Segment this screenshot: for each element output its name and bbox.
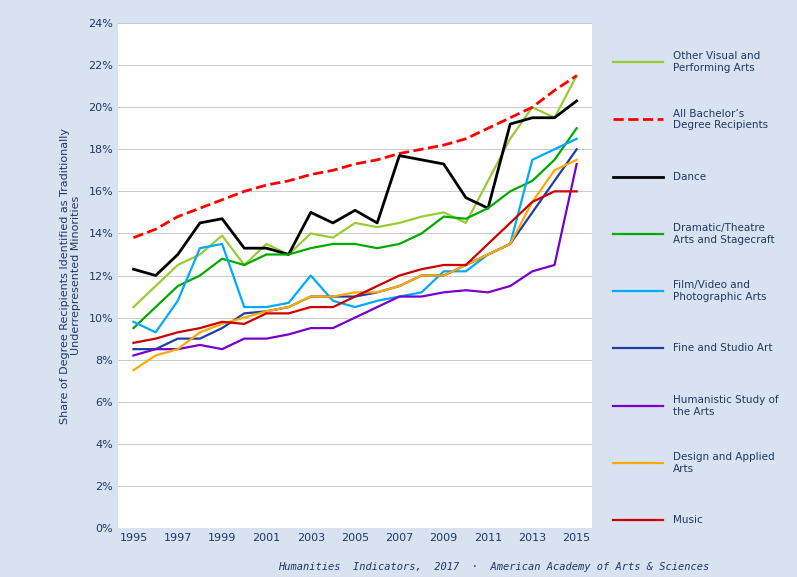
Text: Film/Video and
Photographic Arts: Film/Video and Photographic Arts	[673, 280, 766, 302]
Text: Dramatic/Theatre
Arts and Stagecraft: Dramatic/Theatre Arts and Stagecraft	[673, 223, 774, 245]
Text: Humanistic Study of
the Arts: Humanistic Study of the Arts	[673, 395, 778, 417]
Text: Design and Applied
Arts: Design and Applied Arts	[673, 452, 774, 474]
Text: All Bachelor’s
Degree Recipients: All Bachelor’s Degree Recipients	[673, 108, 768, 130]
Text: Fine and Studio Art: Fine and Studio Art	[673, 343, 772, 354]
Text: Music: Music	[673, 515, 702, 525]
Text: Other Visual and
Performing Arts: Other Visual and Performing Arts	[673, 51, 760, 73]
Text: Humanities  Indicators,  2017  ·  American Academy of Arts & Sciences: Humanities Indicators, 2017 · American A…	[278, 562, 710, 572]
Text: Dance: Dance	[673, 172, 705, 182]
Y-axis label: Share of Degree Recipients Identified as Traditionally
Underrepresented Minoriti: Share of Degree Recipients Identified as…	[60, 128, 81, 424]
